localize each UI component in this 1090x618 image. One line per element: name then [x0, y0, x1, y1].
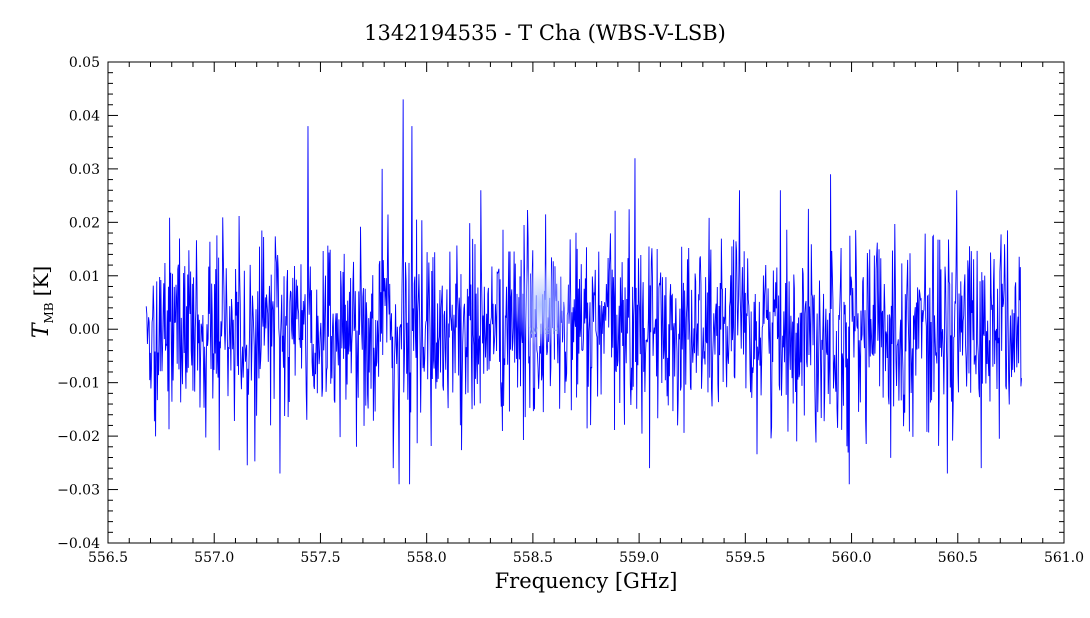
x-tick-label: 558.0 [407, 550, 447, 566]
x-tick-label: 560.0 [832, 550, 872, 566]
wish-watermark: WISH [511, 263, 575, 347]
spectrum-series-line [145, 99, 1022, 485]
x-tick-label: 559.0 [619, 550, 659, 566]
y-tick-label: −0.01 [57, 376, 100, 392]
svg-text:WISH: WISH [529, 327, 561, 337]
chart-title: 1342194535 - T Cha (WBS-V-LSB) [364, 21, 726, 45]
x-tick-label: 556.5 [88, 550, 128, 566]
plot-frame [107, 61, 1065, 544]
y-tick-label: −0.04 [57, 536, 100, 552]
x-tick-label: 561.0 [1044, 550, 1084, 566]
y-tick-labels: −0.04 −0.03 −0.02 −0.01 0.00 0.01 0.02 0.03 0.04… [57, 55, 100, 552]
x-axis-label: Frequency [GHz] [495, 569, 678, 593]
x-tick-label: 560.5 [938, 550, 978, 566]
axis-ticks [107, 61, 1065, 544]
x-tick-label: 559.5 [725, 550, 765, 566]
y-tick-label: 0.04 [69, 108, 100, 124]
y-tick-label: 0.00 [69, 322, 100, 338]
x-tick-label: 558.5 [513, 550, 553, 566]
y-tick-label: 0.02 [69, 215, 100, 231]
svg-text:TMB[K]: TMB[K] [29, 266, 56, 338]
y-tick-label: −0.02 [57, 429, 100, 445]
y-tick-label: 0.03 [69, 162, 100, 178]
x-tick-label: 557.0 [194, 550, 234, 566]
y-tick-label: −0.03 [57, 483, 100, 499]
y-tick-label: 0.01 [69, 269, 100, 285]
x-tick-label: 557.5 [300, 550, 340, 566]
x-tick-labels: 556.5 557.0 557.5 558.0 558.5 559.0 559.5 560.0… [88, 550, 1084, 566]
y-axis-label: TMB[K] [29, 266, 56, 338]
y-tick-label: 0.05 [69, 55, 100, 71]
